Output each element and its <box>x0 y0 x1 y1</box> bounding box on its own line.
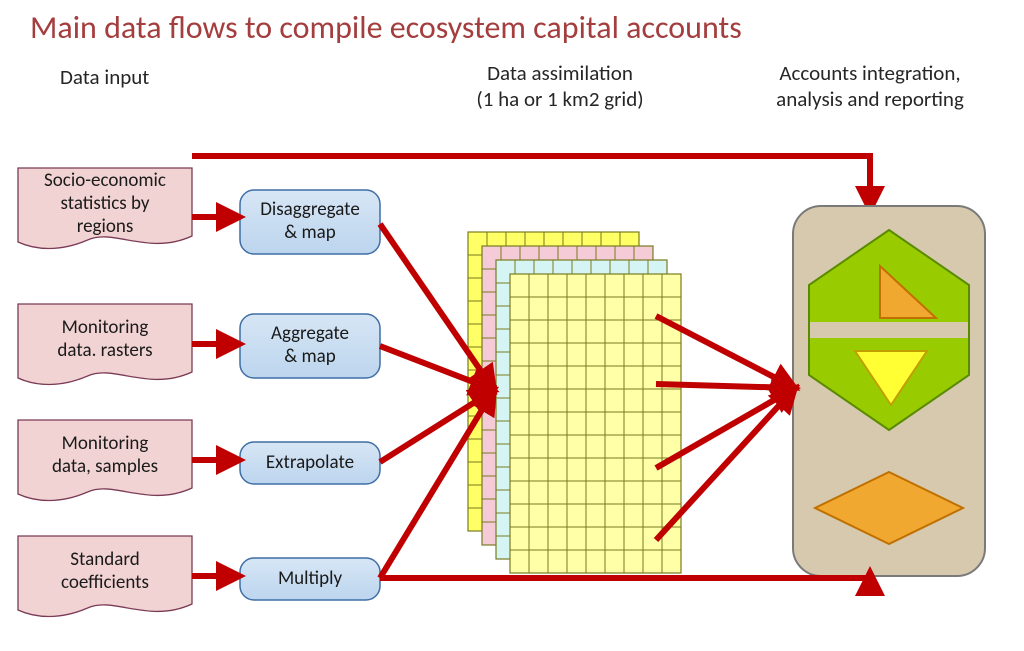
grid-layer-2 <box>496 260 667 559</box>
arrow-multiply-to-output-bottom <box>380 572 870 578</box>
arrow-grid-output-2 <box>656 388 795 468</box>
grid-layer-0 <box>468 232 639 531</box>
output-triangle-bottom <box>855 351 927 405</box>
input-label-rasters: Monitoringdata. rasters <box>18 317 192 363</box>
output-diamond <box>815 472 963 544</box>
grid-layer-3 <box>510 274 681 573</box>
col-header-assimilation-l1: Data assimilation <box>487 60 633 86</box>
page-title: Main data flows to compile ecosystem cap… <box>30 8 742 47</box>
arrow-grid-output-3 <box>656 388 795 540</box>
grid-layer-1 <box>482 246 653 545</box>
process-label-disagg: Disaggregate& map <box>240 190 380 254</box>
input-label-coeff: Standardcoefficients <box>18 549 192 595</box>
col-header-input: Data input <box>60 64 149 90</box>
col-header-assimilation: Data assimilation (1 ha or 1 km2 grid) <box>440 60 680 113</box>
col-header-accounts-l2: analysis and reporting <box>776 86 964 112</box>
output-panel <box>793 206 985 576</box>
input-label-socio: Socio-economicstatistics byregions <box>18 170 192 238</box>
col-header-accounts-l1: Accounts integration, <box>779 60 960 86</box>
arrow-proc-grid-2 <box>380 390 494 462</box>
output-triangle-top <box>880 266 936 318</box>
process-label-aggreg: Aggregate& map <box>240 314 380 378</box>
output-hex-bar <box>810 322 968 338</box>
arrow-grid-output-0 <box>656 316 795 388</box>
col-header-assimilation-l2: (1 ha or 1 km2 grid) <box>476 86 643 112</box>
process-label-extrap: Extrapolate <box>240 442 380 484</box>
process-label-mult: Multiply <box>240 558 380 600</box>
arrow-proc-grid-0 <box>380 224 494 390</box>
arrow-grid-output-1 <box>656 384 795 388</box>
arrow-proc-grid-3 <box>380 390 494 578</box>
output-hexagon <box>809 230 969 430</box>
input-label-samples: Monitoringdata, samples <box>18 433 192 479</box>
arrow-proc-grid-1 <box>380 346 494 390</box>
col-header-accounts: Accounts integration, analysis and repor… <box>740 60 1000 113</box>
